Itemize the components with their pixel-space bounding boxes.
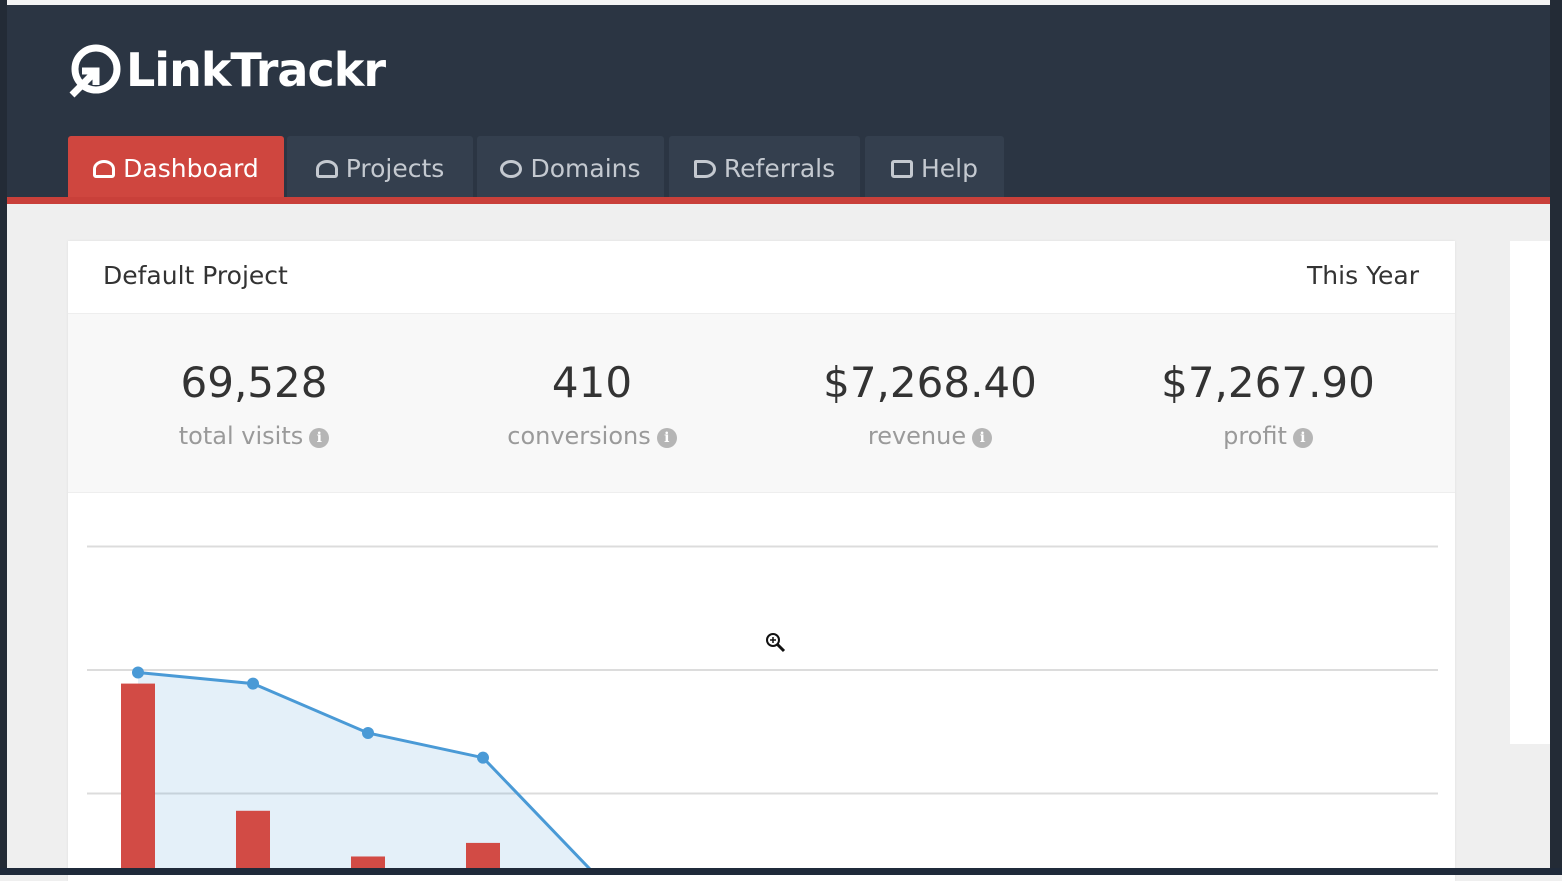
line-point	[132, 666, 144, 679]
stat-label-row: profit i	[1099, 422, 1437, 450]
stat-label-row: total visits i	[85, 422, 423, 450]
project-card: Default Project This Year 69,528 total vi…	[68, 241, 1455, 881]
nav-label: Help	[921, 154, 978, 183]
frame-edge	[0, 0, 7, 875]
frame-edge	[0, 868, 1562, 875]
line-area	[138, 672, 589, 868]
nav-label: Dashboard	[123, 154, 259, 183]
line-point	[247, 677, 259, 690]
stat-value: 410	[551, 358, 633, 407]
stat-label: revenue	[867, 422, 967, 450]
stat-value: $7,267.90	[1161, 358, 1375, 407]
nav-tab[interactable]: Domains	[477, 136, 664, 202]
chart	[87, 545, 1438, 868]
info-icon[interactable]: i	[972, 428, 993, 448]
stat-label: conversions	[507, 422, 651, 450]
period-selector[interactable]: This Year	[1307, 261, 1419, 290]
header: LinkTrackr Dashboard Projects Domains Re…	[0, 5, 1562, 202]
nav-tab[interactable]: Dashboard	[68, 136, 284, 202]
stat-label-row: conversions i	[423, 422, 761, 450]
info-icon[interactable]: i	[309, 428, 330, 448]
stat-label-row: revenue i	[761, 422, 1099, 450]
bar	[121, 683, 155, 868]
cursor	[766, 633, 786, 653]
logo-icon	[69, 44, 121, 98]
bar	[351, 856, 385, 868]
line-point	[477, 751, 489, 764]
stat-label: total visits	[178, 422, 304, 450]
bar	[466, 842, 500, 868]
nav-label: Referrals	[723, 154, 836, 183]
nav-label: Domains	[530, 154, 641, 183]
line-point	[362, 726, 374, 739]
nav-tab[interactable]: Referrals	[669, 136, 860, 202]
stat-label: profit	[1223, 422, 1287, 450]
side-card	[1510, 241, 1550, 744]
frame-edge	[1550, 0, 1562, 875]
card-title: Default Project	[103, 261, 288, 290]
nav-tab[interactable]: Help	[865, 136, 1004, 202]
stats-row: 69,528 total visits i 410 conversions i $7,2…	[68, 314, 1455, 493]
stat-value: 69,528	[180, 358, 328, 407]
info-icon[interactable]: i	[1292, 428, 1313, 448]
header-border	[0, 197, 1562, 204]
nav-label: Projects	[345, 154, 445, 183]
stat-value: $7,268.40	[823, 358, 1037, 407]
nav-tab[interactable]: Projects	[287, 136, 473, 202]
card-header: Default Project This Year	[68, 241, 1455, 314]
logo[interactable]: LinkTrackr	[126, 43, 386, 97]
bar	[236, 810, 270, 868]
top-strip	[0, 0, 1562, 5]
info-icon[interactable]: i	[656, 428, 677, 448]
